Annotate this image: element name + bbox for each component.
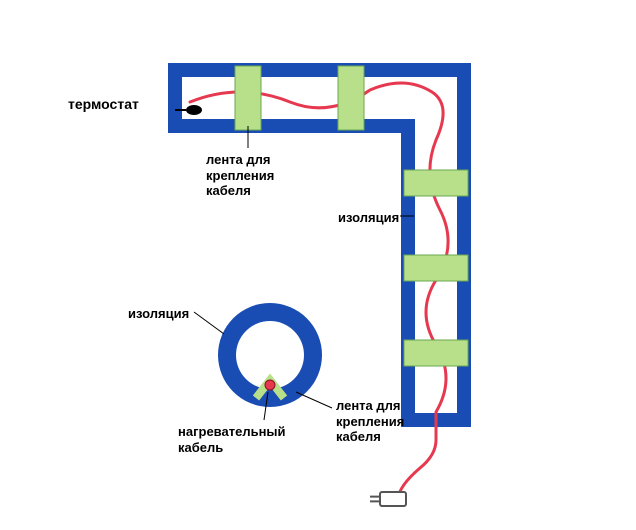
tape-horizontal-1 (338, 66, 364, 130)
tape-horizontal-0 (235, 66, 261, 130)
tape-vertical-1 (404, 255, 468, 281)
leader-tape_bot (296, 392, 332, 408)
label-iso_left: изоляция (128, 306, 189, 322)
leader-iso_left (194, 312, 224, 334)
thermostat-body (186, 105, 202, 115)
label-tape_top: лента для крепления кабеля (206, 152, 274, 199)
cross-section-cable (265, 380, 275, 390)
heating-cable-diagram (0, 0, 636, 530)
label-iso_right: изоляция (338, 210, 399, 226)
label-heat_cable: нагревательный кабель (178, 424, 286, 455)
label-tape_bot: лента для крепления кабеля (336, 398, 404, 445)
tape-vertical-2 (404, 340, 468, 366)
tape-vertical-0 (404, 170, 468, 196)
label-thermostat: термостат (68, 96, 139, 113)
plug-body (380, 492, 406, 506)
